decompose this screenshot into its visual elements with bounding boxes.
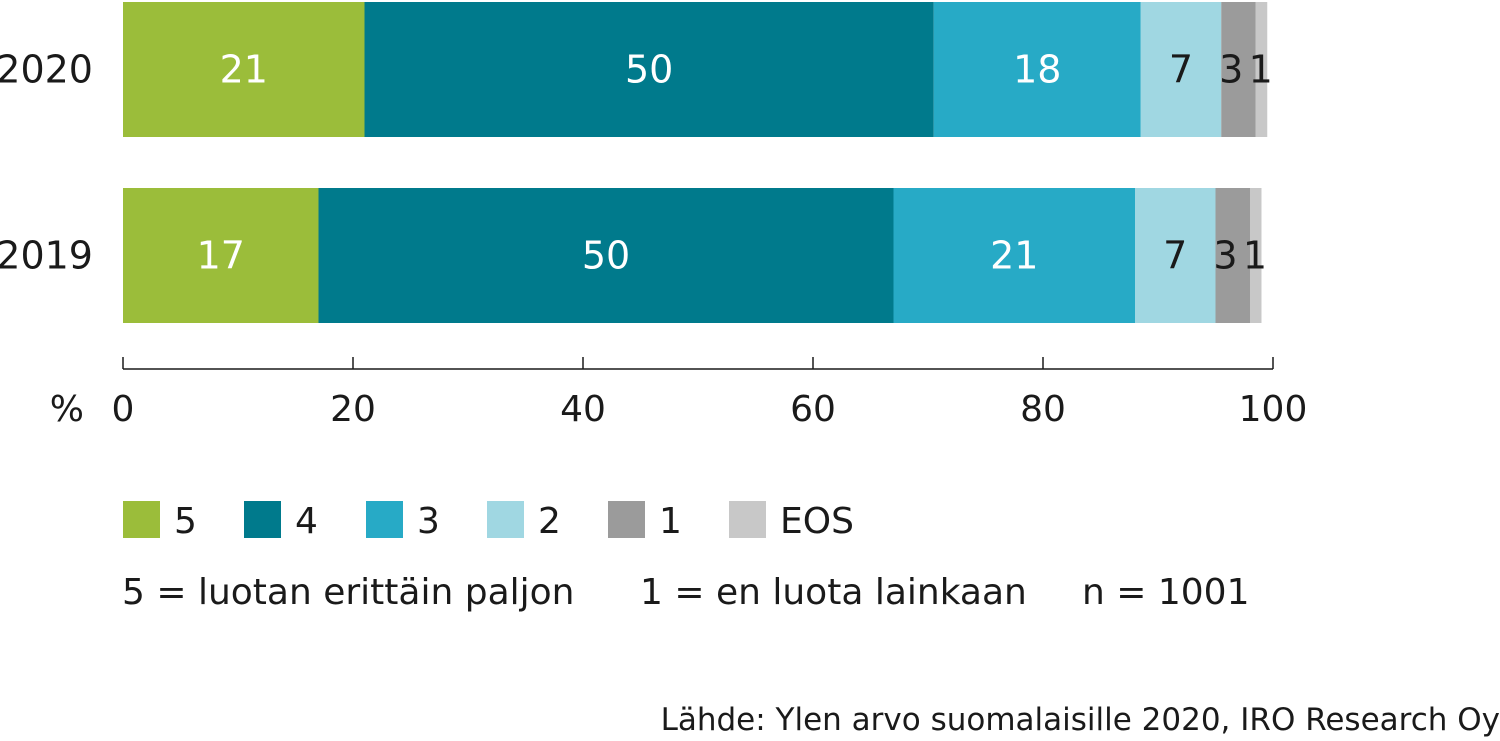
source-note: Lähde: Ylen arvo suomalaisille 2020, IRO…: [660, 702, 1500, 738]
data-label-2020-2: 7: [1169, 48, 1193, 92]
x-tick-label-40: 40: [560, 389, 606, 430]
data-label-2019-5: 17: [197, 234, 245, 278]
data-label-2020-EOS: 1: [1249, 48, 1273, 92]
x-tick-label-100: 100: [1239, 389, 1308, 430]
bar-segment-2020-5: [123, 2, 365, 137]
legend-label-4: 4: [295, 501, 318, 542]
data-label-2020-3: 18: [1013, 48, 1061, 92]
bar-segment-2020-3: [933, 2, 1141, 137]
bar-segment-2020-EOS: [1255, 2, 1268, 137]
x-tick-label-20: 20: [330, 389, 376, 430]
data-label-2019-2: 7: [1163, 234, 1187, 278]
bar-segment-2020-2: [1140, 2, 1222, 137]
bar-segment-2019-2: [1135, 188, 1216, 323]
x-tick-label-0: 0: [112, 389, 135, 430]
legend-swatch-1: [608, 501, 645, 538]
legend-label-3: 3: [417, 501, 440, 542]
note-scale-bottom: 1 = en luota lainkaan: [640, 572, 1027, 613]
category-label-2020: 2020: [0, 48, 93, 92]
data-label-2019-EOS: 1: [1243, 234, 1267, 278]
legend-swatch-5: [123, 501, 160, 538]
x-axis-unit-label: %: [50, 389, 84, 430]
note-scale-top: 5 = luotan erittäin paljon: [122, 572, 575, 613]
legend: 5 4 3 2 1 EOS: [123, 501, 854, 542]
bar-segment-2019-3: [893, 188, 1135, 323]
legend-label-1: 1: [659, 501, 682, 542]
legend-swatch-4: [244, 501, 281, 538]
data-label-2020-4: 50: [625, 48, 673, 92]
legend-label-2: 2: [538, 501, 561, 542]
category-label-2019: 2019: [0, 234, 93, 278]
x-tick-label-80: 80: [1020, 389, 1066, 430]
data-label-2019-4: 50: [582, 234, 630, 278]
legend-swatch-2: [487, 501, 524, 538]
data-label-2020-1: 3: [1219, 48, 1243, 92]
note-sample-size: n = 1001: [1082, 572, 1250, 613]
data-label-2020-5: 21: [220, 48, 268, 92]
bar-segment-2019-5: [123, 188, 319, 323]
legend-label-EOS: EOS: [780, 501, 854, 542]
x-axis: 0 20 40 60 80 100%: [50, 357, 1308, 430]
legend-swatch-EOS: [729, 501, 766, 538]
x-tick-label-60: 60: [790, 389, 836, 430]
bar-segment-2019-EOS: [1250, 188, 1262, 323]
data-label-2019-3: 21: [990, 234, 1038, 278]
bar-segment-2020-4: [364, 2, 934, 137]
legend-label-5: 5: [174, 501, 197, 542]
data-label-2019-1: 3: [1213, 234, 1237, 278]
bar-segment-2019-1: [1215, 188, 1250, 323]
legend-swatch-3: [366, 501, 403, 538]
bar-segment-2020-1: [1221, 2, 1256, 137]
bar-segment-2019-4: [318, 188, 894, 323]
